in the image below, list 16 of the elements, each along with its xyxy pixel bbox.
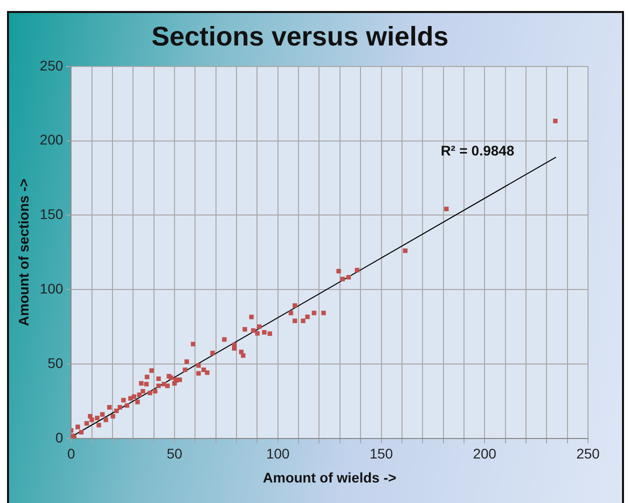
x-tick-label: 150 [370, 446, 394, 462]
x-tick-label: 200 [472, 446, 497, 462]
chart-title: Sections versus wields [151, 22, 449, 52]
x-tick-label: 0 [67, 446, 76, 462]
y-tick-label: 250 [40, 57, 64, 74]
y-tick-label: 100 [40, 280, 64, 296]
x-tick-label: 250 [576, 446, 600, 462]
annotation: R² = 0.9848 [440, 142, 514, 158]
y-axis-title: Amount of sections -> [15, 178, 32, 326]
y-tick-label: 200 [40, 132, 64, 148]
y-tick-label: 50 [48, 354, 64, 371]
y-tick-label: 0 [55, 429, 64, 446]
y-tick-label: 150 [40, 206, 64, 222]
x-tick-label: 50 [166, 446, 183, 462]
x-axis-title: Amount of wields -> [262, 469, 396, 486]
x-tick-label: 100 [266, 446, 290, 462]
